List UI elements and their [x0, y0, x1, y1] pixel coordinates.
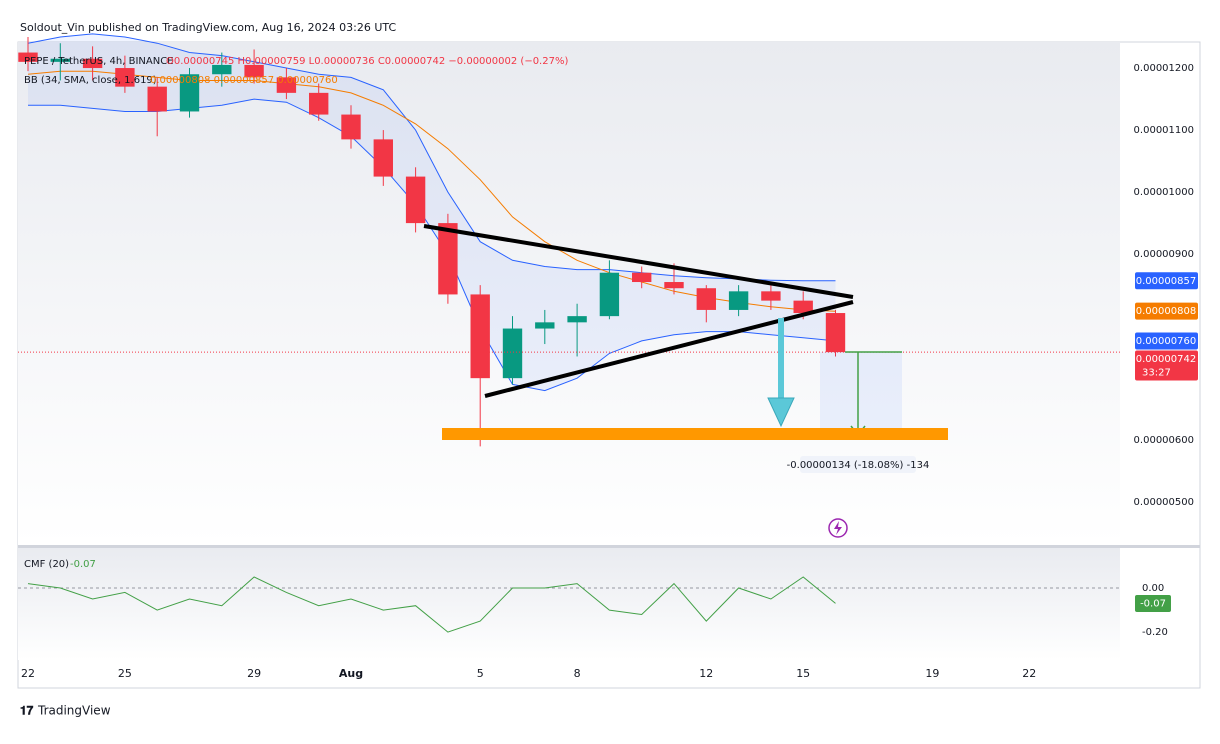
candle-body	[438, 223, 458, 295]
measure-label-box	[800, 456, 916, 473]
x-tick-label: 5	[477, 667, 484, 680]
y-tick-label: 0.00000500	[1134, 497, 1194, 508]
cmf-line	[27, 576, 836, 633]
footer: TradingView	[37, 704, 111, 718]
candle-body	[793, 300, 813, 314]
candle-body	[341, 114, 361, 140]
cmf-legend: CMF (20)	[24, 559, 69, 570]
price-tag-label: 0.00000808	[1136, 306, 1196, 317]
bb-fill	[28, 33, 836, 391]
ohlc-legend: O0.00000745 H0.00000759 L0.00000736 C0.0…	[166, 56, 568, 67]
cmf-tag-label: -0.07	[1140, 598, 1166, 609]
candle-body	[599, 272, 620, 317]
price-tag	[1135, 332, 1198, 350]
header: Soldout_Vin published on TradingView.com…	[20, 21, 396, 34]
x-tick-label: 29	[247, 667, 261, 680]
x-tick-label: 15	[796, 667, 810, 680]
price-tag-label: 0.00000742	[1136, 354, 1196, 365]
candle-body	[632, 272, 652, 283]
candle-body	[470, 294, 490, 379]
logo-mark: 𝟏𝟕	[20, 704, 34, 718]
candle-body	[405, 176, 426, 224]
x-tick-label: 22	[1022, 667, 1036, 680]
y-tick-label: 0.00000600	[1134, 435, 1194, 446]
candle-body	[373, 139, 393, 177]
candle-body	[147, 86, 167, 112]
candle-body	[664, 282, 684, 289]
price-tag-countdown: 33:27	[1142, 367, 1171, 378]
candle-body	[82, 58, 103, 69]
event-icon[interactable]	[828, 518, 848, 538]
candle-body	[825, 313, 846, 353]
trendline-lower	[484, 300, 854, 398]
cmf-tag	[1135, 594, 1171, 612]
bb-values: 0.00000808 0.00000857 0.00000760	[150, 75, 338, 86]
trendline-upper	[423, 224, 854, 299]
measure-label: -0.00000134 (-18.08%) -134	[787, 460, 930, 471]
x-tick-label: Aug	[339, 667, 363, 680]
y-tick-label: 0.00000900	[1134, 249, 1194, 260]
candle-body	[18, 52, 38, 62]
candle-body	[244, 64, 264, 78]
price-tag	[1135, 272, 1198, 290]
x-tick-label: 12	[699, 667, 713, 680]
candle-body	[502, 328, 523, 379]
y-tick-label: -0.20	[1142, 627, 1168, 638]
target-arrow-shaft	[778, 318, 784, 400]
main-pane	[18, 42, 1120, 545]
x-tick-label: 22	[21, 667, 35, 680]
bb-legend: BB (34, SMA, close, 1.619)	[24, 75, 157, 86]
logo: 𝟏𝟕	[20, 704, 34, 718]
price-tag-label: 0.00000760	[1136, 336, 1196, 347]
candle-body	[535, 322, 555, 329]
candle-body	[696, 288, 716, 310]
y-tick-label: 0.00001200	[1134, 63, 1194, 74]
y-tick-label: 0.00001000	[1134, 187, 1194, 198]
candle-body	[212, 64, 232, 75]
price-tag	[1135, 350, 1198, 381]
candle-body	[309, 92, 329, 115]
event-bolt	[834, 521, 842, 535]
pane-divider	[18, 545, 1200, 548]
main-layer: 22 25 29 Aug 5 8 12 15 19 22 0.00001200 0.00001100 0…	[18, 33, 1198, 680]
x-tick-label: 19	[925, 667, 939, 680]
candle-body	[567, 316, 587, 323]
symbol-title: PEPE / TetherUS, 4h, BINANCE	[24, 56, 174, 67]
measure-box	[820, 352, 902, 436]
candle-body	[761, 291, 781, 301]
target-arrow-head	[767, 397, 795, 428]
candle-body	[728, 291, 749, 310]
bb-upper	[27, 33, 836, 282]
support-zone	[442, 428, 948, 440]
cmf-pane	[18, 548, 1120, 660]
candle-body	[276, 77, 297, 93]
cmf-legend-value: -0.07	[70, 559, 96, 570]
candle-body	[179, 74, 200, 112]
y-tick-label: 0.00001100	[1134, 125, 1194, 136]
candle-body	[115, 68, 135, 87]
price-tag	[1135, 302, 1198, 320]
candle-body	[50, 58, 70, 62]
x-tick-label: 8	[574, 667, 581, 680]
x-tick-label: 25	[118, 667, 132, 680]
price-tag-label: 0.00000857	[1136, 276, 1196, 287]
y-tick-label: 0.00	[1142, 583, 1164, 594]
